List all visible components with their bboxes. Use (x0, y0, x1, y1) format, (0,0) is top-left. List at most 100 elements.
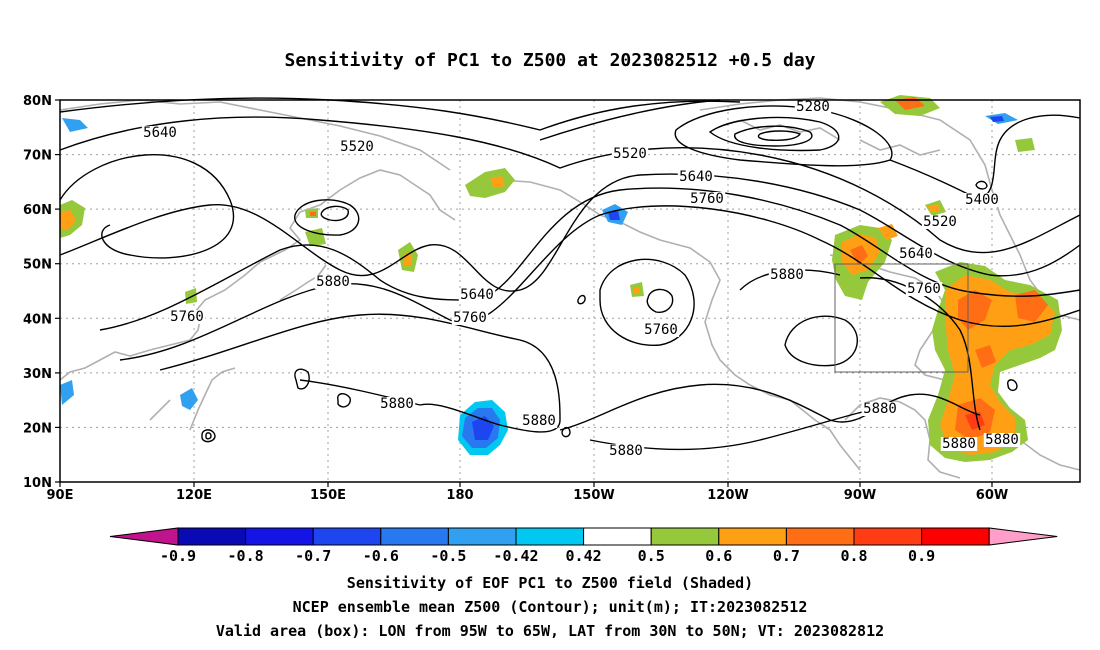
contour-label-bg (794, 100, 832, 114)
contour-label: 5640 (679, 169, 713, 185)
caption-line-1: Sensitivity of EOF PC1 to Z500 field (Sh… (346, 574, 754, 592)
caption-line-2: NCEP ensemble mean Z500 (Contour); unit(… (292, 598, 808, 616)
contour-label: 5640 (899, 246, 933, 262)
lat-tick-label: 10N (23, 476, 52, 491)
lat-tick-label: 40N (23, 312, 52, 327)
contour-label-bg (338, 140, 376, 154)
contour-label: 5280 (796, 99, 830, 115)
colorbar-triangle-right (988, 527, 1058, 546)
colorbar-segment (177, 527, 247, 546)
colorbar-segment (718, 527, 787, 546)
lon-tick-label: 90E (47, 488, 74, 503)
contour-label-bg (168, 310, 206, 324)
colorbar-tick-label: -0.5 (430, 547, 466, 565)
contour-label: 5400 (965, 192, 999, 208)
caption-line-3: Valid area (box): LON from 95W to 65W, L… (215, 622, 885, 640)
colorbar-tick-label: 0.5 (638, 547, 665, 565)
contour-label-bg (983, 433, 1021, 447)
contour-label-bg (458, 288, 496, 302)
contour-label: 5520 (923, 214, 957, 230)
longitude-axis: 90E 120E 150E 180 150W 120W 90W 60W (47, 482, 1008, 503)
contour-label-bg (642, 323, 680, 337)
colorbar-tick-label: 0.9 (908, 547, 935, 565)
lon-tick-label: 180 (446, 488, 473, 503)
colorbar-segment (245, 527, 314, 546)
contour-label-bg (861, 402, 899, 416)
contour-label: 5880 (380, 396, 414, 412)
colorbar-tick-label: -0.6 (363, 547, 399, 565)
lon-tick-label: 90W (844, 488, 876, 503)
contour-label-bg (688, 192, 726, 206)
lat-tick-label: 60N (23, 203, 52, 218)
colorbar-segment (515, 527, 585, 546)
contour-label-bg (451, 311, 489, 325)
contour-label: 5520 (613, 146, 647, 162)
contour-label-bg (611, 147, 649, 161)
contour-label: 5760 (690, 191, 724, 207)
colorbar-segment (650, 527, 720, 546)
colorbar-triangle-left (109, 527, 179, 546)
colorbar-tick-label: 0.6 (705, 547, 732, 565)
lat-tick-label: 50N (23, 258, 52, 273)
contour-label: 5880 (770, 267, 804, 283)
colorbar-segment (312, 527, 382, 546)
contour-label-bg (520, 414, 558, 428)
contour-label: 5880 (609, 443, 643, 459)
contour-label: 5640 (143, 125, 177, 141)
contour-label: 5880 (522, 413, 556, 429)
lon-tick-label: 150E (310, 488, 346, 503)
contour-label-bg (607, 444, 645, 458)
lon-tick-label: 120W (707, 488, 748, 503)
contour-label-bg (378, 397, 416, 411)
contour-label: 5760 (453, 310, 487, 326)
contour-label-bg (921, 215, 959, 229)
lat-tick-label: 20N (23, 421, 52, 436)
contour-label: 5760 (907, 281, 941, 297)
colorbar-tick-label: -0.42 (493, 547, 538, 565)
contour-label-bg (768, 268, 806, 282)
contour-label-bg (897, 247, 935, 261)
lon-tick-label: 60W (976, 488, 1008, 503)
sensitivity-shading (60, 95, 1062, 462)
valid-area-box (834, 263, 969, 373)
lon-tick-label: 120E (176, 488, 212, 503)
contour-label: 5880 (863, 401, 897, 417)
colorbar-segment (380, 527, 449, 546)
lon-tick-label: 150W (573, 488, 614, 503)
contour-label: 5520 (340, 139, 374, 155)
contour-label: 5640 (460, 287, 494, 303)
lat-tick-label: 70N (23, 149, 52, 164)
lat-tick-label: 30N (23, 367, 52, 382)
colorbar-tick-label: -0.9 (160, 547, 196, 565)
contour-label-bg (314, 275, 352, 289)
colorbar-tick-label: -0.8 (228, 547, 264, 565)
z500-contours (59, 97, 1081, 451)
contour-label: 5760 (644, 322, 678, 338)
colorbar: -0.9 -0.8 -0.7 -0.6 -0.5 -0.42 0.42 0.5 0.6 0.7 0.… (109, 527, 1058, 565)
contour-label: 5880 (942, 436, 976, 452)
colorbar-tick-label: 0.8 (840, 547, 867, 565)
contour-label-bg (940, 437, 978, 451)
colorbar-segment (447, 527, 517, 546)
map-frame (59, 99, 1081, 483)
contour-label: 5880 (316, 274, 350, 290)
contour-labels: 5640 5520 5520 5280 5640 5760 5400 5520 5640 5760… (141, 99, 1021, 459)
colorbar-segment (921, 527, 990, 546)
colorbar-segment (583, 527, 652, 546)
colorbar-tick-label: 0.42 (566, 547, 602, 565)
lat-tick-label: 80N (23, 94, 52, 109)
colorbar-tick-label: -0.7 (295, 547, 331, 565)
chart-title: Sensitivity of PC1 to Z500 at 2023082512… (284, 50, 816, 71)
contour-label-bg (141, 126, 179, 140)
contour-label-bg (677, 170, 715, 184)
colorbar-tick-label: 0.7 (773, 547, 800, 565)
contour-label: 5760 (170, 309, 204, 325)
contour-label-bg (963, 193, 1001, 207)
colorbar-segment (785, 527, 855, 546)
latitude-axis: 80N 70N 60N 50N 40N 30N 20N 10N (23, 94, 60, 491)
contour-label: 5880 (985, 432, 1019, 448)
colorbar-segment (853, 527, 923, 546)
contour-label-bg (905, 282, 943, 296)
